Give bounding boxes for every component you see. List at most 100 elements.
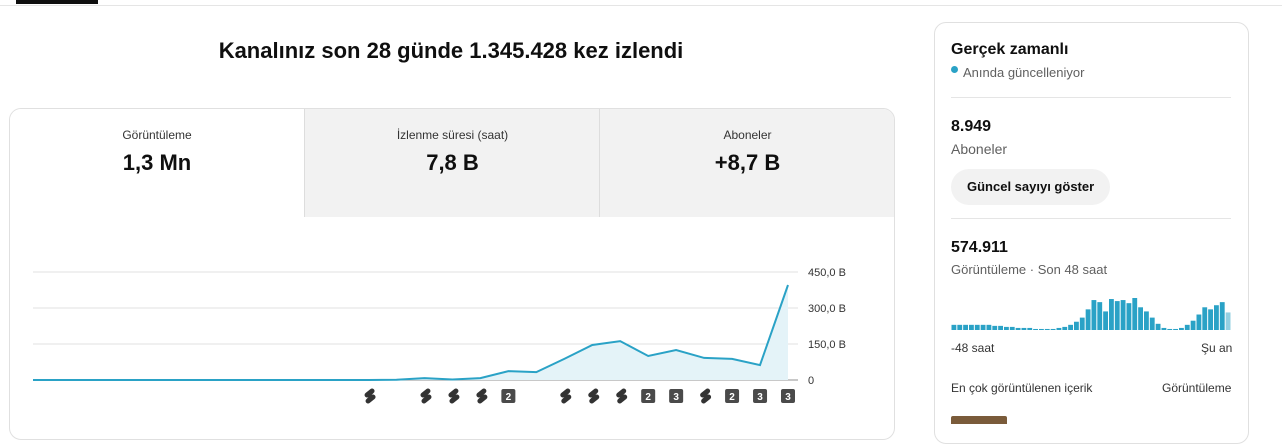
y-tick-label: 450,0 B xyxy=(808,267,846,279)
show-count-button[interactable]: Güncel sayıyı göster xyxy=(951,169,1111,205)
short-icon xyxy=(476,388,488,404)
realtime-title: Gerçek zamanlı xyxy=(951,41,1069,58)
bar xyxy=(1079,317,1085,330)
divider xyxy=(951,218,1231,219)
bar xyxy=(1033,328,1038,330)
view-label: Görüntüleme · Son 48 saat xyxy=(951,262,1108,277)
top-content-metric: Görüntüleme xyxy=(1162,381,1232,395)
bar xyxy=(1149,317,1155,330)
tab[interactable]: Aboneler +8,7 B xyxy=(599,109,894,217)
analytics-card: Görüntüleme 1,3 Mn İzlenme süresi (saat)… xyxy=(9,108,895,440)
bar xyxy=(963,324,968,330)
bar xyxy=(980,324,986,330)
tab[interactable]: Görüntüleme 1,3 Mn xyxy=(10,109,304,217)
bar xyxy=(1144,311,1149,330)
bar xyxy=(986,324,992,330)
short-icon xyxy=(448,388,460,404)
bar xyxy=(992,325,998,330)
bar xyxy=(1004,326,1009,330)
upload-count: 3 xyxy=(785,392,791,403)
upload-count: 3 xyxy=(673,392,679,403)
short-icon xyxy=(588,388,600,404)
tab-value: +8,7 B xyxy=(714,150,781,175)
short-icon xyxy=(364,388,376,404)
upload-badge xyxy=(725,389,740,403)
upload-badge xyxy=(753,389,768,403)
upload-count: 3 xyxy=(757,392,763,403)
bar xyxy=(974,324,980,330)
bar xyxy=(1202,307,1208,330)
upload-badge xyxy=(669,389,684,403)
bar xyxy=(1184,324,1190,330)
short-icon xyxy=(700,388,712,404)
bar xyxy=(1219,302,1225,330)
view-count: 574.911 xyxy=(951,239,1008,256)
y-tick-label: 300,0 B xyxy=(808,303,846,315)
short-icon xyxy=(420,388,432,404)
page-title: Kanalınız son 28 günde 1.345.428 kez izl… xyxy=(218,38,684,63)
subscriber-count: 8.949 xyxy=(951,118,992,135)
bar xyxy=(1027,327,1033,330)
realtime-bars xyxy=(951,298,1231,330)
divider xyxy=(951,97,1231,98)
divider xyxy=(0,5,1282,6)
bar xyxy=(1085,309,1091,330)
bar xyxy=(1208,309,1213,330)
bar xyxy=(1039,328,1044,330)
bar xyxy=(998,325,1003,330)
bar xyxy=(1225,312,1231,330)
short-icon xyxy=(616,388,628,404)
thumbnail xyxy=(951,416,1007,424)
bar xyxy=(1179,327,1184,330)
bar xyxy=(1114,301,1120,330)
start-label: -48 saat xyxy=(951,341,995,355)
y-tick-label: 150,0 B xyxy=(808,339,846,351)
tab-value: 7,8 B xyxy=(426,150,479,175)
bar xyxy=(1062,326,1068,330)
bar xyxy=(1126,303,1132,330)
bar xyxy=(1074,321,1079,330)
upload-count: 2 xyxy=(729,392,735,403)
line xyxy=(33,284,789,381)
bar xyxy=(1068,324,1073,330)
bar xyxy=(1173,328,1178,330)
bar xyxy=(1050,328,1056,330)
bar xyxy=(1091,300,1097,330)
upload-count: 2 xyxy=(506,392,512,403)
tab-label: Aboneler xyxy=(723,128,772,142)
bar xyxy=(1021,327,1027,330)
bar xyxy=(1009,326,1015,330)
end-label: Şu an xyxy=(1201,341,1233,355)
tab[interactable]: İzlenme süresi (saat) 7,8 B xyxy=(304,109,600,217)
bar xyxy=(1167,328,1173,330)
live-dot xyxy=(951,66,958,73)
bar xyxy=(1138,307,1143,330)
bar xyxy=(1109,299,1114,330)
tab-value: 1,3 Mn xyxy=(122,150,192,175)
realtime-status: Anında güncelleniyor xyxy=(963,65,1085,80)
bar xyxy=(1190,320,1196,330)
upload-count: 2 xyxy=(645,392,651,403)
bar xyxy=(1056,327,1062,330)
tab-label: İzlenme süresi (saat) xyxy=(396,128,509,142)
short-icon xyxy=(560,388,572,404)
y-tick-label: 0 xyxy=(808,375,814,387)
bar xyxy=(1015,327,1021,330)
bar xyxy=(951,324,957,330)
upload-badge xyxy=(641,389,656,403)
bar xyxy=(1132,298,1138,330)
bar xyxy=(1044,328,1050,330)
upload-badge xyxy=(501,389,516,403)
bar xyxy=(1120,300,1126,330)
line-chart: 0 150,0 B 300,0 B 450,0 B 2 2 3 2 3 3 xyxy=(33,267,846,404)
tab-label: Görüntüleme xyxy=(122,128,192,142)
upload-badge xyxy=(781,389,795,403)
subscriber-label: Aboneler xyxy=(951,141,1008,157)
nav-underline xyxy=(16,0,98,4)
bar xyxy=(969,324,974,330)
bar xyxy=(1196,314,1202,330)
bar xyxy=(1155,323,1161,330)
area xyxy=(33,285,788,380)
top-content-label: En çok görüntülenen içerik xyxy=(951,381,1093,395)
